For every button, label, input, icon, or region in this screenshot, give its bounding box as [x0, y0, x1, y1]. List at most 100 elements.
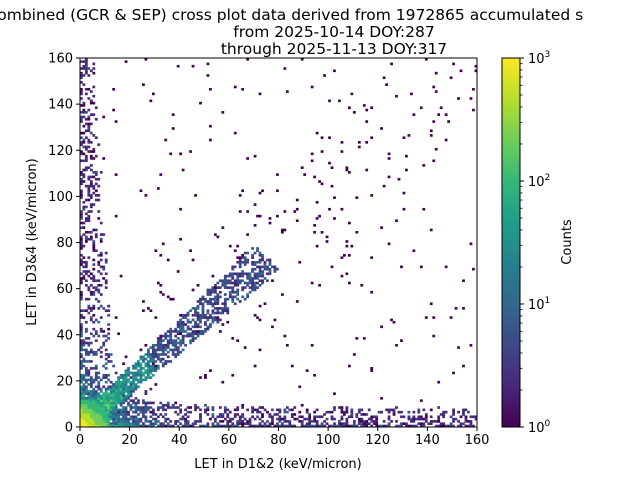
heatmap-cell	[87, 230, 91, 234]
heatmap-cell	[132, 376, 135, 379]
heatmap-cell	[119, 380, 123, 384]
heatmap-cell	[271, 279, 274, 283]
heatmap-cell	[243, 422, 247, 425]
heatmap-cell	[137, 424, 140, 427]
heatmap-cell	[241, 288, 245, 292]
heatmap-cell	[199, 415, 202, 419]
heatmap-cell	[84, 64, 88, 68]
heatmap-cell	[92, 408, 96, 412]
heatmap-cell	[241, 274, 245, 278]
heatmap-cell	[80, 258, 83, 262]
heatmap-cell	[268, 217, 272, 220]
heatmap-cell	[233, 424, 237, 427]
heatmap-cell	[144, 392, 148, 396]
heatmap-cell	[151, 424, 155, 427]
heatmap-cell	[80, 97, 83, 100]
heatmap-cell	[154, 249, 158, 253]
heatmap-cell	[97, 320, 101, 324]
heatmap-cell	[375, 415, 379, 419]
heatmap-cell	[104, 258, 108, 262]
heatmap-cell	[382, 184, 386, 188]
heatmap-cell	[161, 422, 165, 425]
heatmap-cell	[159, 334, 163, 338]
heatmap-cell	[84, 62, 88, 66]
heatmap-cell	[313, 410, 317, 414]
heatmap-cell	[338, 424, 341, 427]
heatmap-cell	[99, 304, 103, 308]
heatmap-cell	[228, 420, 232, 423]
heatmap-cell	[107, 378, 111, 382]
heatmap-cell	[333, 69, 336, 73]
heatmap-cell	[151, 346, 155, 349]
heatmap-cell	[400, 339, 403, 342]
heatmap-cell	[206, 327, 210, 331]
heatmap-cell	[134, 406, 138, 409]
heatmap-cell	[80, 76, 83, 80]
heatmap-cell	[102, 265, 106, 269]
heatmap-cell	[199, 300, 202, 303]
heatmap-cell	[412, 113, 416, 116]
heatmap-cell	[196, 334, 200, 338]
heatmap-cell	[92, 171, 96, 174]
heatmap-cell	[181, 325, 185, 329]
heatmap-cell	[434, 71, 438, 75]
heatmap-cell	[97, 263, 101, 266]
heatmap-cell	[206, 311, 210, 315]
heatmap-cell	[142, 410, 145, 414]
heatmap-cell	[228, 295, 232, 299]
heatmap-cell	[80, 150, 83, 153]
heatmap-cell	[104, 420, 108, 423]
heatmap-cell	[82, 376, 86, 379]
heatmap-cell	[104, 362, 108, 366]
heatmap-cell	[223, 408, 227, 412]
heatmap-cell	[216, 300, 220, 303]
heatmap-cell	[268, 258, 272, 262]
heatmap-cell	[94, 194, 98, 197]
heatmap-cell	[99, 258, 103, 262]
heatmap-cell	[82, 115, 86, 119]
heatmap-cell	[137, 380, 140, 384]
heatmap-cell	[350, 408, 354, 412]
heatmap-cell	[149, 371, 153, 375]
heatmap-cell	[104, 401, 108, 405]
heatmap-cell	[132, 401, 135, 405]
heatmap-cell	[80, 196, 83, 199]
heatmap-cell	[340, 256, 344, 259]
heatmap-cell	[273, 424, 277, 427]
heatmap-cell	[184, 420, 187, 423]
heatmap-cell	[117, 420, 120, 423]
heatmap-cell	[102, 401, 106, 405]
heatmap-cell	[124, 387, 128, 391]
heatmap-cell	[191, 318, 195, 322]
heatmap-cell	[313, 417, 317, 421]
heatmap-cell	[102, 343, 106, 347]
heatmap-cell	[400, 415, 403, 419]
heatmap-cell	[107, 401, 111, 405]
heatmap-cell	[184, 343, 187, 347]
heatmap-cell	[89, 403, 93, 407]
heatmap-cell	[320, 230, 324, 234]
heatmap-cell	[97, 392, 101, 396]
heatmap-cell	[104, 413, 108, 416]
heatmap-cell	[315, 415, 319, 419]
heatmap-cell	[206, 406, 210, 409]
heatmap-cell	[347, 221, 351, 225]
heatmap-cell	[87, 129, 91, 133]
heatmap-cell	[300, 424, 304, 427]
heatmap-cell	[139, 355, 143, 359]
heatmap-cell	[134, 383, 138, 386]
heatmap-cell	[352, 420, 356, 423]
heatmap-cell	[226, 297, 230, 301]
heatmap-cell	[82, 422, 86, 425]
heatmap-cell	[263, 277, 267, 280]
heatmap-cell	[194, 309, 197, 312]
heatmap-cell	[241, 279, 245, 283]
heatmap-cell	[253, 281, 257, 285]
heatmap-cell	[89, 350, 93, 354]
heatmap-cell	[159, 401, 163, 405]
heatmap-cell	[246, 233, 250, 236]
heatmap-cell	[146, 307, 150, 310]
heatmap-cell	[92, 327, 96, 331]
